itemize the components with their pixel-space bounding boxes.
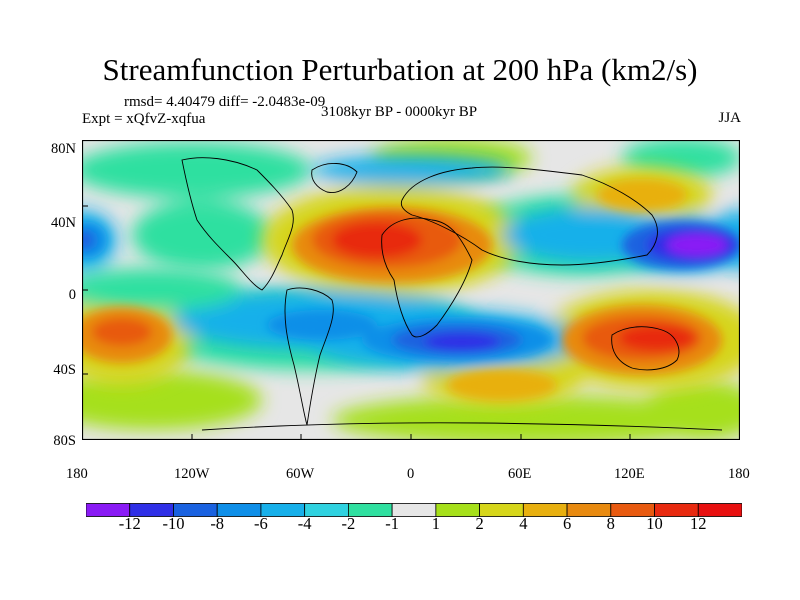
colorbar-label: -8 xyxy=(210,514,225,533)
y-tick-40s: 40S xyxy=(53,362,76,378)
colorbar-label: 1 xyxy=(431,514,440,533)
field-strong xyxy=(82,179,740,401)
colorbar-label: 10 xyxy=(646,514,663,533)
x-tick-120w: 120W xyxy=(174,466,210,482)
x-tick-0: 0 xyxy=(407,466,415,482)
colorbar-label: 8 xyxy=(606,514,615,533)
colorbar-label: -1 xyxy=(385,514,399,533)
period-text: 3108kyr BP - 0000kyr BP xyxy=(321,104,478,120)
x-tick-120e: 120E xyxy=(614,466,645,482)
tick-marks xyxy=(82,140,631,440)
season-text: JJA xyxy=(718,110,741,126)
colorbar-label: -4 xyxy=(297,514,312,533)
colorbar-label: 2 xyxy=(475,514,484,533)
colorbar-label: -2 xyxy=(341,514,356,533)
stats-text: rmsd= 4.40479 diff= -2.0483e-09 xyxy=(124,94,326,110)
colorbar-label: -10 xyxy=(162,514,185,533)
colorbar-svg xyxy=(85,503,743,517)
colorbar-label: 12 xyxy=(690,514,707,533)
x-tick-180w: 180 xyxy=(66,466,88,482)
x-tick-60e: 60E xyxy=(508,466,532,482)
y-tick-0: 0 xyxy=(68,287,76,303)
y-tick-40n: 40N xyxy=(51,215,76,231)
coastlines xyxy=(181,157,723,431)
colorbar-label: -12 xyxy=(118,514,141,533)
colorbar xyxy=(85,503,743,522)
colorbar-label: -6 xyxy=(254,514,268,533)
map-svg xyxy=(82,140,740,440)
x-tick-60w: 60W xyxy=(286,466,315,482)
y-tick-80s: 80S xyxy=(53,433,76,449)
colorbar-label: 4 xyxy=(519,514,528,533)
colorbar-label: 6 xyxy=(562,514,572,533)
y-tick-80n: 80N xyxy=(51,141,76,157)
page-title: Streamfunction Perturbation at 200 hPa (… xyxy=(102,52,698,87)
x-tick-180e: 180 xyxy=(728,466,750,482)
map-panel xyxy=(82,140,740,440)
experiment-text: Expt = xQfvZ-xqfua xyxy=(82,111,206,127)
